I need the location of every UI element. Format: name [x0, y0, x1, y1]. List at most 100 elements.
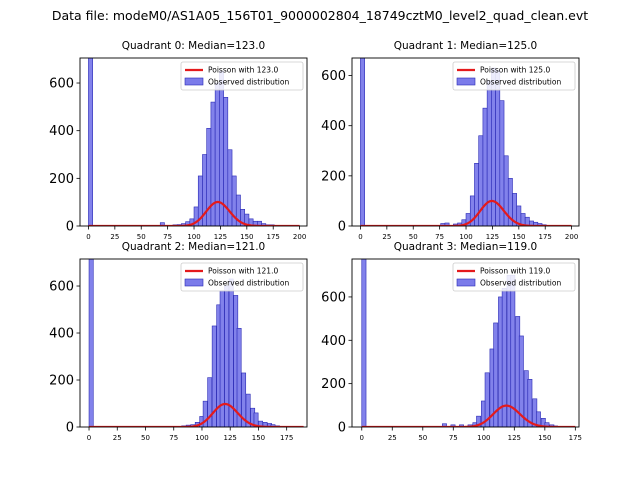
- legend-poisson-label: Poisson with 119.0: [480, 267, 550, 276]
- legend-observed-label: Observed distribution: [480, 279, 561, 288]
- x-tick-label: 100: [477, 434, 490, 442]
- x-tick-label: 200: [293, 233, 306, 241]
- x-tick-label: 50: [141, 434, 150, 442]
- quadrant-0-panel: 0 200 400 600 0 25 50 75 100 125 150 175 200 Quadrant…: [49, 40, 308, 241]
- legend-observed-swatch: [456, 278, 476, 287]
- y-tick-label: 400: [321, 334, 346, 349]
- x-tick-label: 175: [539, 233, 552, 241]
- x-tick-label: 25: [382, 233, 391, 241]
- histogram-bar: [214, 82, 220, 226]
- y-tick-label: 400: [49, 327, 74, 342]
- x-tick-label: 75: [169, 434, 178, 442]
- x-tick-label: 75: [449, 434, 458, 442]
- quadrant-1-legend: Poisson with 125.0 Observed distribution: [452, 61, 576, 91]
- histogram-bar: [360, 58, 365, 226]
- quadrant-2-panel: 0 200 400 600 0 25 50 75 100 125 150 175 Quadrant 2:…: [49, 241, 308, 442]
- histogram-bar: [253, 412, 259, 427]
- legend-observed-label: Observed distribution: [208, 78, 289, 87]
- y-tick-label: 0: [66, 421, 74, 436]
- x-tick-label: 175: [569, 434, 582, 442]
- histogram-bar: [88, 259, 94, 427]
- histogram-bar: [88, 58, 93, 226]
- legend-box: [180, 262, 304, 292]
- x-tick-label: 25: [113, 434, 122, 442]
- y-tick-label: 400: [321, 119, 346, 134]
- legend-box: [452, 262, 576, 292]
- x-tick-label: 150: [512, 233, 525, 241]
- x-tick-label: 0: [87, 434, 91, 442]
- quadrant-3-legend: Poisson with 119.0 Observed distribution: [452, 262, 576, 292]
- histogram-bar: [159, 222, 165, 226]
- x-tick-label: 125: [214, 233, 227, 241]
- x-tick-label: 100: [187, 233, 200, 241]
- y-tick-label: 400: [49, 124, 74, 139]
- legend-box: [180, 61, 304, 91]
- quadrant-panels: 0 200 400 600 0 25 50 75 100 125 150 175 200 Quadrant…: [49, 40, 582, 442]
- y-tick-label: 0: [338, 421, 346, 436]
- x-tick-label: 75: [163, 233, 172, 241]
- x-tick-label: 50: [137, 233, 146, 241]
- x-tick-label: 125: [486, 233, 499, 241]
- y-tick-label: 600: [49, 280, 74, 295]
- quadrant-2-axes-frame: [79, 258, 308, 428]
- quadrant-0-legend: Poisson with 123.0 Observed distribution: [180, 61, 304, 91]
- y-tick-label: 600: [49, 77, 74, 92]
- x-tick-label: 25: [110, 233, 119, 241]
- quadrant-3-panel: 0 200 400 600 0 25 50 75 100 125 150 175 Quadrant 3:…: [321, 241, 582, 442]
- histogram-bar: [493, 322, 499, 427]
- histogram-bar: [361, 259, 367, 427]
- legend-poisson-label: Poisson with 123.0: [208, 66, 278, 75]
- quadrant-2-plot-area: [88, 259, 304, 427]
- histogram-bar: [210, 101, 216, 226]
- x-tick-label: 0: [360, 434, 364, 442]
- x-tick-label: 0: [86, 233, 90, 241]
- x-tick-label: 50: [409, 233, 418, 241]
- legend-poisson-label: Poisson with 125.0: [480, 66, 550, 75]
- y-tick-label: 600: [321, 69, 346, 84]
- y-tick-label: 200: [321, 377, 346, 392]
- legend-observed-label: Observed distribution: [480, 78, 561, 87]
- x-tick-label: 75: [435, 233, 444, 241]
- y-tick-label: 200: [49, 172, 74, 187]
- quadrant-0-title: Quadrant 0: Median=123.0: [122, 40, 265, 52]
- histogram-bar: [510, 274, 516, 427]
- x-tick-label: 25: [388, 434, 397, 442]
- x-tick-label: 50: [418, 434, 427, 442]
- x-tick-label: 150: [240, 233, 253, 241]
- legend-observed-swatch: [184, 278, 204, 287]
- x-tick-label: 150: [538, 434, 551, 442]
- x-tick-label: 100: [195, 434, 208, 442]
- legend-observed-swatch: [184, 77, 204, 86]
- y-tick-label: 200: [49, 374, 74, 389]
- x-tick-label: 0: [358, 233, 362, 241]
- figure-title: Data file: modeM0/AS1A05_156T01_90000028…: [52, 8, 588, 23]
- histogram-bar: [527, 379, 533, 427]
- legend-observed-label: Observed distribution: [208, 279, 289, 288]
- y-tick-label: 0: [338, 220, 346, 235]
- histogram-bar: [486, 80, 492, 226]
- x-tick-label: 175: [267, 233, 280, 241]
- x-tick-label: 200: [565, 233, 578, 241]
- histogram-bar: [484, 372, 490, 427]
- y-tick-label: 0: [66, 220, 74, 235]
- legend-box: [452, 61, 576, 91]
- quadrant-3-axes-frame: [351, 258, 580, 428]
- x-tick-label: 100: [459, 233, 472, 241]
- quadrant-1-axes-frame: [351, 57, 580, 227]
- y-tick-label: 200: [321, 169, 346, 184]
- quadrant-0-axes-frame: [79, 57, 308, 227]
- x-tick-label: 125: [224, 434, 237, 442]
- quadrant-1-panel: 0 200 400 600 0 25 50 75 100 125 150 175 200 Quadrant…: [321, 40, 580, 241]
- x-tick-label: 125: [508, 434, 521, 442]
- quadrant-3-title: Quadrant 3: Median=119.0: [394, 241, 537, 253]
- quadrant-2-legend: Poisson with 121.0 Observed distribution: [180, 262, 304, 292]
- y-tick-label: 600: [321, 290, 346, 305]
- legend-observed-swatch: [456, 77, 476, 86]
- quadrant-1-title: Quadrant 1: Median=125.0: [394, 40, 537, 52]
- histogram-bar: [544, 422, 550, 427]
- legend-poisson-label: Poisson with 121.0: [208, 267, 278, 276]
- x-tick-label: 175: [280, 434, 293, 442]
- quadrant-2-title: Quadrant 2: Median=121.0: [122, 241, 265, 253]
- x-tick-label: 150: [252, 434, 265, 442]
